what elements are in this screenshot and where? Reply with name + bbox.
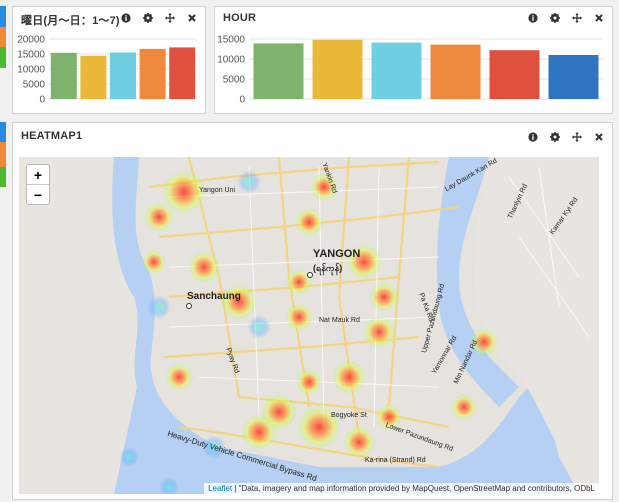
weekday-bar-chart: 20000 15000 10000 5000 0 [17,35,197,106]
y-tick-label: 5000 [223,75,246,86]
bar [548,55,599,99]
bar [50,52,77,99]
attribution-text: | "Data, imagery and map information pro… [232,484,595,493]
map-attribution: Leaflet | "Data, imagery and map informa… [204,483,599,494]
gear-icon[interactable] [548,130,562,144]
bar [253,43,304,99]
map-label-sanchaung: Sanchaung [187,291,241,302]
bar [139,48,166,99]
zoom-out-button[interactable]: − [27,184,49,204]
move-icon[interactable] [570,11,584,25]
heatmap-map[interactable]: YANGON (ရန်ကုန်) Sanchaung Yangon Uni Na… [19,157,599,494]
hour-panel: HOUR 15000 10000 5000 0 [214,6,613,114]
map-label-karina: Ka-rina (Strand) Rd [365,457,426,464]
leaflet-link[interactable]: Leaflet [208,484,233,493]
city-marker [307,272,313,278]
city-marker [186,303,192,309]
y-tick-label: 10000 [17,65,45,76]
hour-bar-chart: 15000 10000 5000 0 [217,35,603,106]
gear-icon[interactable] [548,11,562,25]
bar [169,47,196,99]
close-icon[interactable] [185,11,199,25]
map-label-yangon-uni: Yangon Uni [199,187,236,194]
zoom-control: + − [26,164,50,205]
move-icon[interactable] [163,11,177,25]
zoom-in-button[interactable]: + [33,166,43,183]
y-tick-label: 5000 [23,80,46,91]
bar [430,44,481,99]
status-stripe-orange [0,27,6,47]
status-stripe-blue [0,6,6,27]
status-stripe-orange [0,142,6,167]
info-icon[interactable] [526,11,540,25]
panel-title: 曜日(月～日：1～7) [21,15,120,27]
map-label-city-local: (ရန်ကုန်) [313,263,343,273]
bar [80,55,107,99]
status-stripe-green [0,167,6,187]
river-west [19,157,579,494]
map-label-nat-mauk: Nat Mauk Rd [319,317,360,324]
gear-icon[interactable] [141,11,155,25]
status-stripe-green [0,47,6,68]
bar [489,50,540,99]
bar [312,39,363,99]
y-tick-label: 0 [239,95,245,106]
y-tick-label: 15000 [17,50,45,61]
map-canvas[interactable] [19,157,599,494]
y-tick-label: 0 [39,95,45,106]
info-icon[interactable] [119,11,133,25]
y-tick-label: 20000 [17,35,45,46]
panel-title: HOUR [223,12,257,24]
info-icon[interactable] [526,130,540,144]
y-tick-label: 10000 [217,55,245,66]
heat-layer [119,170,498,494]
status-stripe-blue [0,122,6,142]
bar [110,52,136,99]
y-tick-label: 15000 [217,35,245,46]
close-icon[interactable] [592,11,606,25]
land-east [474,157,599,494]
bar [371,42,422,99]
map-label-bogyoke: Bogyoke St [331,412,367,419]
weekday-panel: 曜日(月～日：1～7) 20000 15000 10000 5000 0 [12,6,206,114]
close-icon[interactable] [592,130,606,144]
panel-title: HEATMAP1 [21,130,83,142]
map-label-city: YANGON [313,248,361,260]
move-icon[interactable] [570,130,584,144]
river-east [437,157,519,407]
land-west [19,157,138,494]
